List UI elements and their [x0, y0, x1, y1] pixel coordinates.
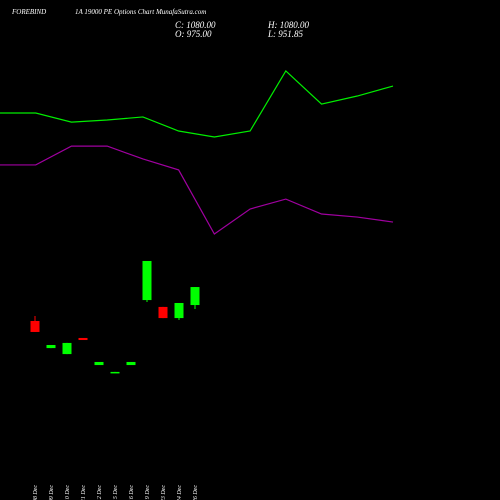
x-tick-label: 24 Dec	[176, 485, 183, 500]
candle-body	[78, 337, 88, 341]
indicator-line	[0, 145, 394, 235]
x-tick-label: 15 Dec	[113, 485, 119, 500]
candle-body	[94, 361, 104, 366]
candle-body	[46, 344, 56, 349]
candle-body	[142, 260, 152, 301]
x-tick-label: 23 Dec	[161, 485, 167, 500]
candle-body	[110, 371, 120, 374]
candle-body	[126, 361, 136, 366]
x-tick-label: 09 Dec	[49, 485, 55, 500]
candle-body	[174, 302, 184, 319]
info-open: O: 975.00	[175, 29, 212, 39]
info-low: L: 951.85	[267, 29, 304, 39]
candle-body	[190, 287, 200, 306]
chart-subtitle: 1A 19000 PE Options Chart MunafaSutra.co…	[75, 8, 206, 16]
x-tick-label: 16 Dec	[129, 485, 135, 500]
x-tick-label: 10 Dec	[65, 485, 71, 500]
x-tick-label: 12 Dec	[97, 485, 103, 500]
x-tick-label: 19 Dec	[145, 485, 151, 500]
info-high: H: 1080.00	[267, 20, 309, 30]
chart-title: FOREBIND	[11, 8, 46, 16]
info-close: C: 1080.00	[175, 20, 216, 30]
candle-body	[158, 306, 168, 319]
candle-body	[30, 320, 40, 332]
indicator-line	[0, 70, 394, 138]
candle-body	[62, 342, 72, 355]
x-tick-label: 26 Dec	[193, 485, 199, 500]
x-tick-label: 11 Dec	[81, 485, 87, 500]
x-tick-label: 08 Dec	[33, 485, 39, 500]
